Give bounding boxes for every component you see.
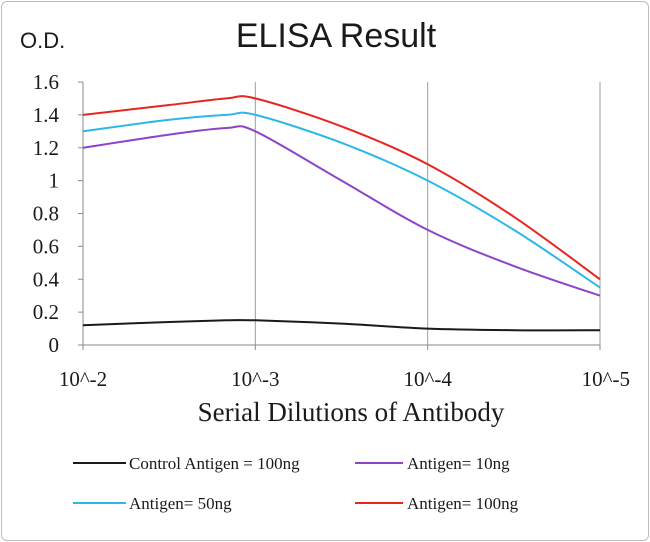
y-tick-labels: 0 0.2 0.4 0.6 0.8 1 1.2 1.4 1.6 bbox=[33, 70, 60, 357]
y-tick-label: 1 bbox=[49, 169, 60, 193]
x-tick-label: 10^-2 bbox=[59, 367, 107, 391]
y-tick-label: 0.4 bbox=[33, 267, 60, 291]
x-axis-label: Serial Dilutions of Antibody bbox=[198, 397, 505, 427]
legend-label: Antigen= 100ng bbox=[407, 494, 519, 513]
y-tick-label: 0.8 bbox=[33, 202, 59, 226]
grid-lines bbox=[254, 82, 601, 345]
y-tick-label: 1.6 bbox=[33, 70, 59, 94]
x-tick-labels: 10^-2 10^-3 10^-4 10^-5 bbox=[59, 367, 630, 391]
chart-title: ELISA Result bbox=[236, 17, 437, 55]
series-line-3 bbox=[82, 111, 601, 289]
legend-label: Antigen= 50ng bbox=[129, 494, 232, 513]
legend: Control Antigen = 100ng Antigen= 10ng Anti… bbox=[73, 454, 519, 513]
series-line-1 bbox=[82, 319, 601, 332]
x-tick-label: 10^-3 bbox=[231, 367, 279, 391]
y-tick-label: 0 bbox=[49, 333, 60, 357]
y-tick-label: 0.2 bbox=[33, 300, 59, 324]
series-line-2 bbox=[82, 125, 601, 297]
y-tick-label: 1.2 bbox=[33, 136, 59, 160]
y-axis-label: O.D. bbox=[20, 28, 65, 53]
axes bbox=[78, 81, 601, 350]
x-tick-label: 10^-4 bbox=[403, 367, 452, 391]
series-lines bbox=[82, 95, 601, 332]
legend-label: Control Antigen = 100ng bbox=[129, 454, 300, 473]
y-tick-label: 1.4 bbox=[33, 103, 60, 127]
x-tick-label: 10^-5 bbox=[582, 367, 630, 391]
y-tick-label: 0.6 bbox=[33, 234, 59, 258]
series-line-4 bbox=[82, 95, 601, 281]
legend-label: Antigen= 10ng bbox=[407, 454, 510, 473]
